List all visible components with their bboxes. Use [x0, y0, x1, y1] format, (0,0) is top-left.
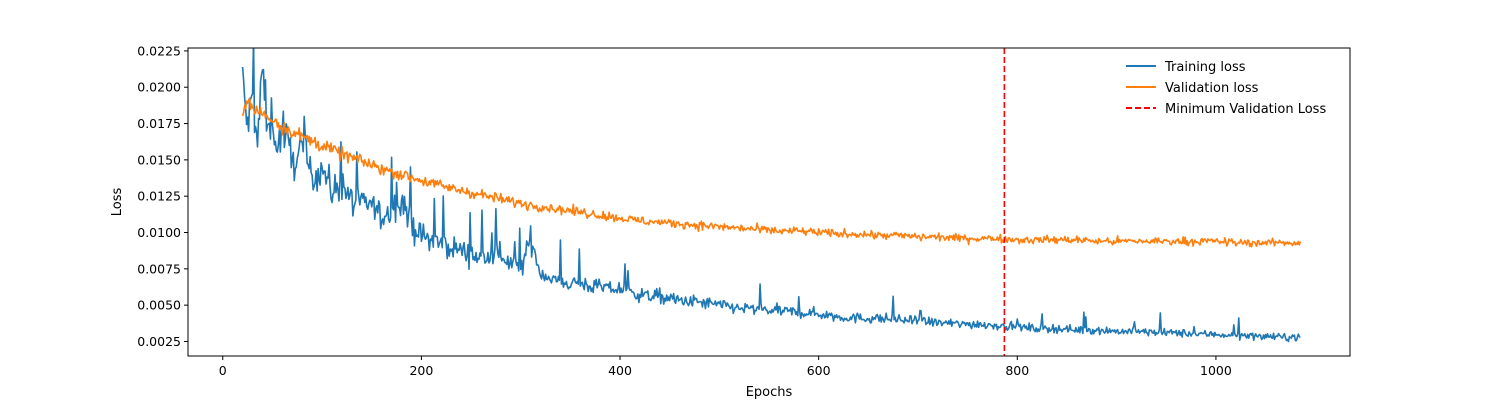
x-tick-label: 1000 [1200, 363, 1232, 378]
series-layer [241, 48, 1302, 356]
x-tick-label: 200 [409, 363, 433, 378]
y-tick-label: 0.0075 [137, 261, 181, 276]
x-tick-label: 0 [219, 363, 227, 378]
x-tick-label: 800 [1005, 363, 1029, 378]
y-axis-label: Loss [110, 188, 125, 217]
x-tick-label: 600 [807, 363, 831, 378]
y-tick-label: 0.0200 [137, 80, 181, 95]
validation-loss-line [241, 97, 1302, 248]
y-tick-label: 0.0225 [137, 43, 181, 58]
y-axis: 0.0025 0.0050 0.0075 0.0100 0.0125 0.0150 0.01… [137, 43, 188, 349]
legend-label-min-val: Minimum Validation Loss [1165, 102, 1326, 117]
y-tick-label: 0.0100 [137, 225, 181, 240]
y-tick-label: 0.0150 [137, 152, 181, 167]
x-axis: 0 200 400 600 800 1000 [219, 356, 1232, 378]
x-tick-label: 400 [608, 363, 632, 378]
y-tick-label: 0.0175 [137, 116, 181, 131]
legend-label-training: Training loss [1164, 60, 1246, 75]
x-axis-label: Epochs [746, 385, 793, 400]
legend: Training loss Validation loss Minimum Va… [1126, 60, 1326, 117]
y-tick-label: 0.0025 [137, 334, 181, 349]
plot-area [188, 48, 1350, 356]
legend-label-validation: Validation loss [1165, 81, 1259, 96]
y-tick-label: 0.0050 [137, 298, 181, 313]
y-tick-label: 0.0125 [137, 189, 181, 204]
plot-frame [187, 47, 1351, 357]
training-loss-line [241, 48, 1301, 343]
